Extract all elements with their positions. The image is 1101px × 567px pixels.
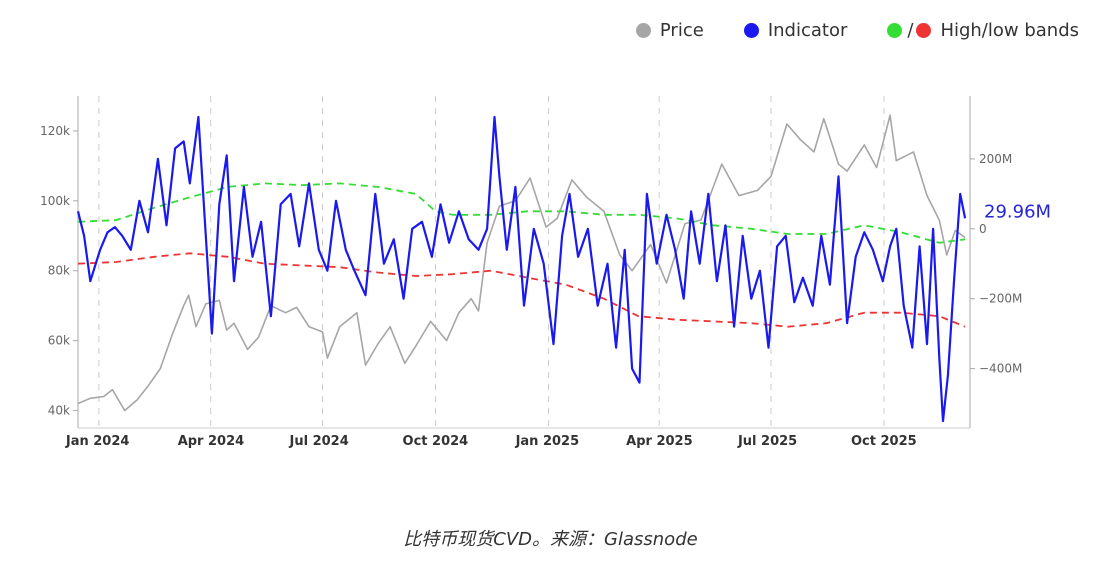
y-left-tick-label: 120k <box>40 124 70 138</box>
x-tick-label: Oct 2025 <box>851 434 917 449</box>
y-right-tick-label: 200M <box>979 152 1012 166</box>
x-tick-label: Jul 2025 <box>737 434 797 449</box>
high-band-line <box>77 182 966 244</box>
legend-bands-label: High/low bands <box>940 20 1079 41</box>
indicator-line <box>76 115 967 423</box>
low-band-line <box>77 252 966 328</box>
y-left-tick-label: 100k <box>40 194 70 208</box>
low-band-dot-icon <box>916 23 932 38</box>
chart-labels: Jan 2024 Apr 2024 Jul 2024 Oct 2024 Jan 2025… <box>40 124 1051 449</box>
chart-axes <box>73 96 975 429</box>
high-band-dot-icon <box>887 23 903 38</box>
latest-value-annotation: 29.96M <box>984 201 1051 222</box>
y-left-tick-label: 60k <box>48 334 70 348</box>
cvd-chart: Jan 2024 Apr 2024 Jul 2024 Oct 2024 Jan 2025… <box>40 96 1051 449</box>
x-tick-label: Jul 2024 <box>289 434 349 449</box>
price-dot-icon <box>635 23 651 38</box>
x-tick-label: Jan 2024 <box>65 434 130 449</box>
chart-series <box>76 114 967 423</box>
x-tick-label: Apr 2024 <box>178 434 245 449</box>
chart-legend: Price Indicator / High/low bands <box>596 20 1079 41</box>
figure-caption: 比特币现货CVD。来源：Glassnode <box>403 529 698 550</box>
legend-price-label: Price <box>659 20 704 41</box>
price-line <box>77 114 966 412</box>
legend-item-bands[interactable]: / High/low bands <box>887 20 1079 41</box>
chart-gridlines <box>98 96 885 428</box>
y-right-tick-label: −200M <box>979 292 1022 306</box>
legend-item-price[interactable]: Price <box>635 20 704 41</box>
legend-item-indicator[interactable]: Indicator <box>743 20 848 41</box>
x-tick-label: Jan 2025 <box>515 434 580 449</box>
legend-bands-separator: / <box>907 20 914 41</box>
y-left-tick-label: 40k <box>48 404 70 418</box>
indicator-dot-icon <box>743 23 759 38</box>
y-right-tick-label: 0 <box>979 222 987 236</box>
y-right-tick-label: −400M <box>979 362 1022 376</box>
legend-indicator-label: Indicator <box>767 20 848 41</box>
x-tick-label: Oct 2024 <box>403 434 469 449</box>
x-tick-label: Apr 2025 <box>626 434 693 449</box>
y-left-tick-label: 80k <box>48 264 70 278</box>
